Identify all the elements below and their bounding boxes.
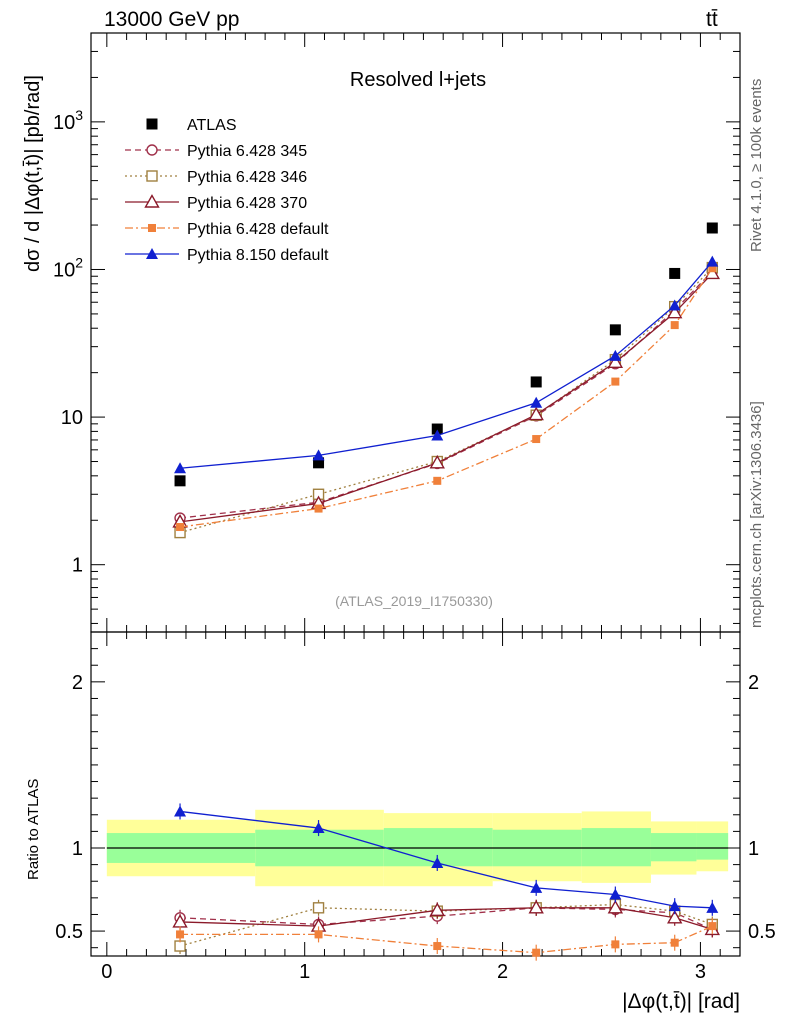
ratio-y-tick-label: 0.5 [55, 921, 83, 943]
ratio-point-pythia-6-428-370 [667, 909, 683, 924]
ratio-point-pythia-6-428-370 [429, 902, 445, 917]
legend-marker-pythia-6-428-345 [146, 144, 158, 156]
ratio-point-pythia-6-428-default [176, 930, 185, 939]
ratio-y-tick-label: 1 [72, 838, 83, 860]
main-point-pythia-6-428-default [708, 264, 717, 273]
ratio-x-tick-label: 0 [101, 961, 112, 983]
main-point-pythia-8-150-default [174, 462, 187, 474]
header-process: 13000 GeV pp [104, 8, 240, 31]
main-point-pythia-6-428-default [433, 476, 442, 485]
main-point-atlas [669, 267, 681, 279]
ratio-series-line-pythia-6-428-default [180, 925, 713, 954]
ratio-point-pythia-6-428-370 [528, 899, 544, 914]
main-point-atlas [609, 324, 621, 336]
main-point-pythia-8-150-default [431, 429, 444, 441]
main-series-line-pythia-6-428-370 [179, 272, 713, 523]
legend-marker-atlas [146, 118, 158, 130]
chart-title: Resolved l+jets [350, 69, 486, 91]
ratio-point-pythia-6-428-default [670, 938, 679, 947]
main-point-pythia-6-428-370 [667, 304, 683, 319]
analysis-watermark: (ATLAS_2019_I1750330) [335, 593, 493, 609]
main-y-tick-label: 10 [61, 407, 83, 429]
main-point-pythia-6-428-370 [528, 406, 544, 421]
main-series-line-pythia-6-428-default [179, 267, 713, 528]
ratio-y-tick-label-right: 0.5 [748, 921, 776, 943]
ratio-band-inner [696, 833, 729, 860]
main-point-pythia-6-428-default [314, 504, 323, 513]
ratio-point-pythia-6-428-346 [174, 940, 186, 952]
ratio-y-tick-label-right: 1 [748, 838, 759, 860]
ratio-y-tick-label: 2 [72, 672, 83, 694]
main-series-line-pythia-8-150-default [179, 261, 713, 469]
main-point-atlas [313, 457, 325, 469]
ratio-point-pythia-8-150-default [530, 881, 543, 893]
main-series-line-pythia-6-428-346 [179, 267, 713, 534]
main-point-pythia-8-150-default [530, 396, 543, 408]
ratio-x-tick-label: 2 [497, 961, 508, 983]
legend-marker-pythia-6-428-346 [146, 170, 158, 182]
main-point-pythia-8-150-default [609, 349, 622, 361]
ratio-band-inner [581, 828, 651, 867]
main-series-line-pythia-6-428-345 [179, 270, 713, 519]
main-point-pythia-8-150-default [312, 449, 325, 461]
main-point-atlas [530, 376, 542, 388]
main-point-pythia-8-150-default [706, 255, 719, 267]
ratio-y-tick-label-right: 2 [748, 672, 759, 694]
ratio-point-pythia-6-428-default [532, 948, 541, 957]
ratio-point-pythia-8-150-default [312, 822, 325, 834]
ratio-point-pythia-6-428-370 [607, 899, 624, 914]
ratio-point-pythia-6-428-default [708, 922, 717, 931]
ratio-point-pythia-8-150-default [668, 900, 681, 912]
ratio-band-inner [650, 833, 697, 862]
ratio-point-pythia-6-428-346 [312, 902, 325, 914]
legend-marker-pythia-6-428-370 [144, 194, 160, 208]
ratio-point-pythia-6-428-default [611, 940, 620, 949]
legend-marker-pythia-8-150-default [146, 248, 158, 259]
legend-marker-pythia-6-428-default [148, 224, 156, 232]
main-point-pythia-6-428-default [670, 321, 679, 330]
ratio-point-pythia-8-150-default [706, 901, 719, 913]
main-y-tick-label: 102 [53, 254, 83, 281]
main-y-tick-label: 103 [53, 107, 83, 134]
ratio-x-tick-label: 1 [299, 961, 310, 983]
legend-label-atlas: ATLAS [187, 117, 237, 134]
ratio-x-axis-label: |Δφ(t,t̄)| [rad] [622, 990, 740, 1013]
main-point-atlas [431, 423, 443, 435]
ratio-point-pythia-8-150-default [609, 888, 622, 900]
ratio-point-pythia-8-150-default [174, 805, 187, 817]
main-y-tick-label: 1 [72, 555, 83, 577]
main-point-pythia-6-428-default [611, 377, 620, 386]
legend-label-pythia-6-428-346: Pythia 6.428 346 [187, 169, 307, 186]
ratio-x-tick-label: 3 [695, 961, 706, 983]
ratio-point-pythia-6-428-default [314, 930, 323, 939]
main-point-atlas [174, 475, 186, 487]
main-point-pythia-6-428-370 [607, 354, 624, 369]
main-point-pythia-6-428-default [176, 523, 185, 532]
ratio-point-pythia-6-428-default [433, 942, 442, 951]
legend-label-pythia-8-150-default: Pythia 8.150 default [187, 247, 329, 264]
legend-label-pythia-6-428-370: Pythia 6.428 370 [187, 195, 307, 212]
header-ttbar: tt̄ [706, 8, 718, 31]
main-point-pythia-8-150-default [668, 299, 681, 311]
ratio-point-pythia-8-150-default [431, 856, 444, 868]
main-point-pythia-6-428-370 [429, 454, 445, 469]
ratio-plot-frame [90, 631, 741, 957]
main-point-atlas [706, 222, 718, 234]
legend-label-pythia-6-428-345: Pythia 6.428 345 [187, 143, 307, 160]
legend-label-pythia-6-428-default: Pythia 6.428 default [187, 221, 329, 238]
main-point-pythia-6-428-default [532, 435, 541, 444]
